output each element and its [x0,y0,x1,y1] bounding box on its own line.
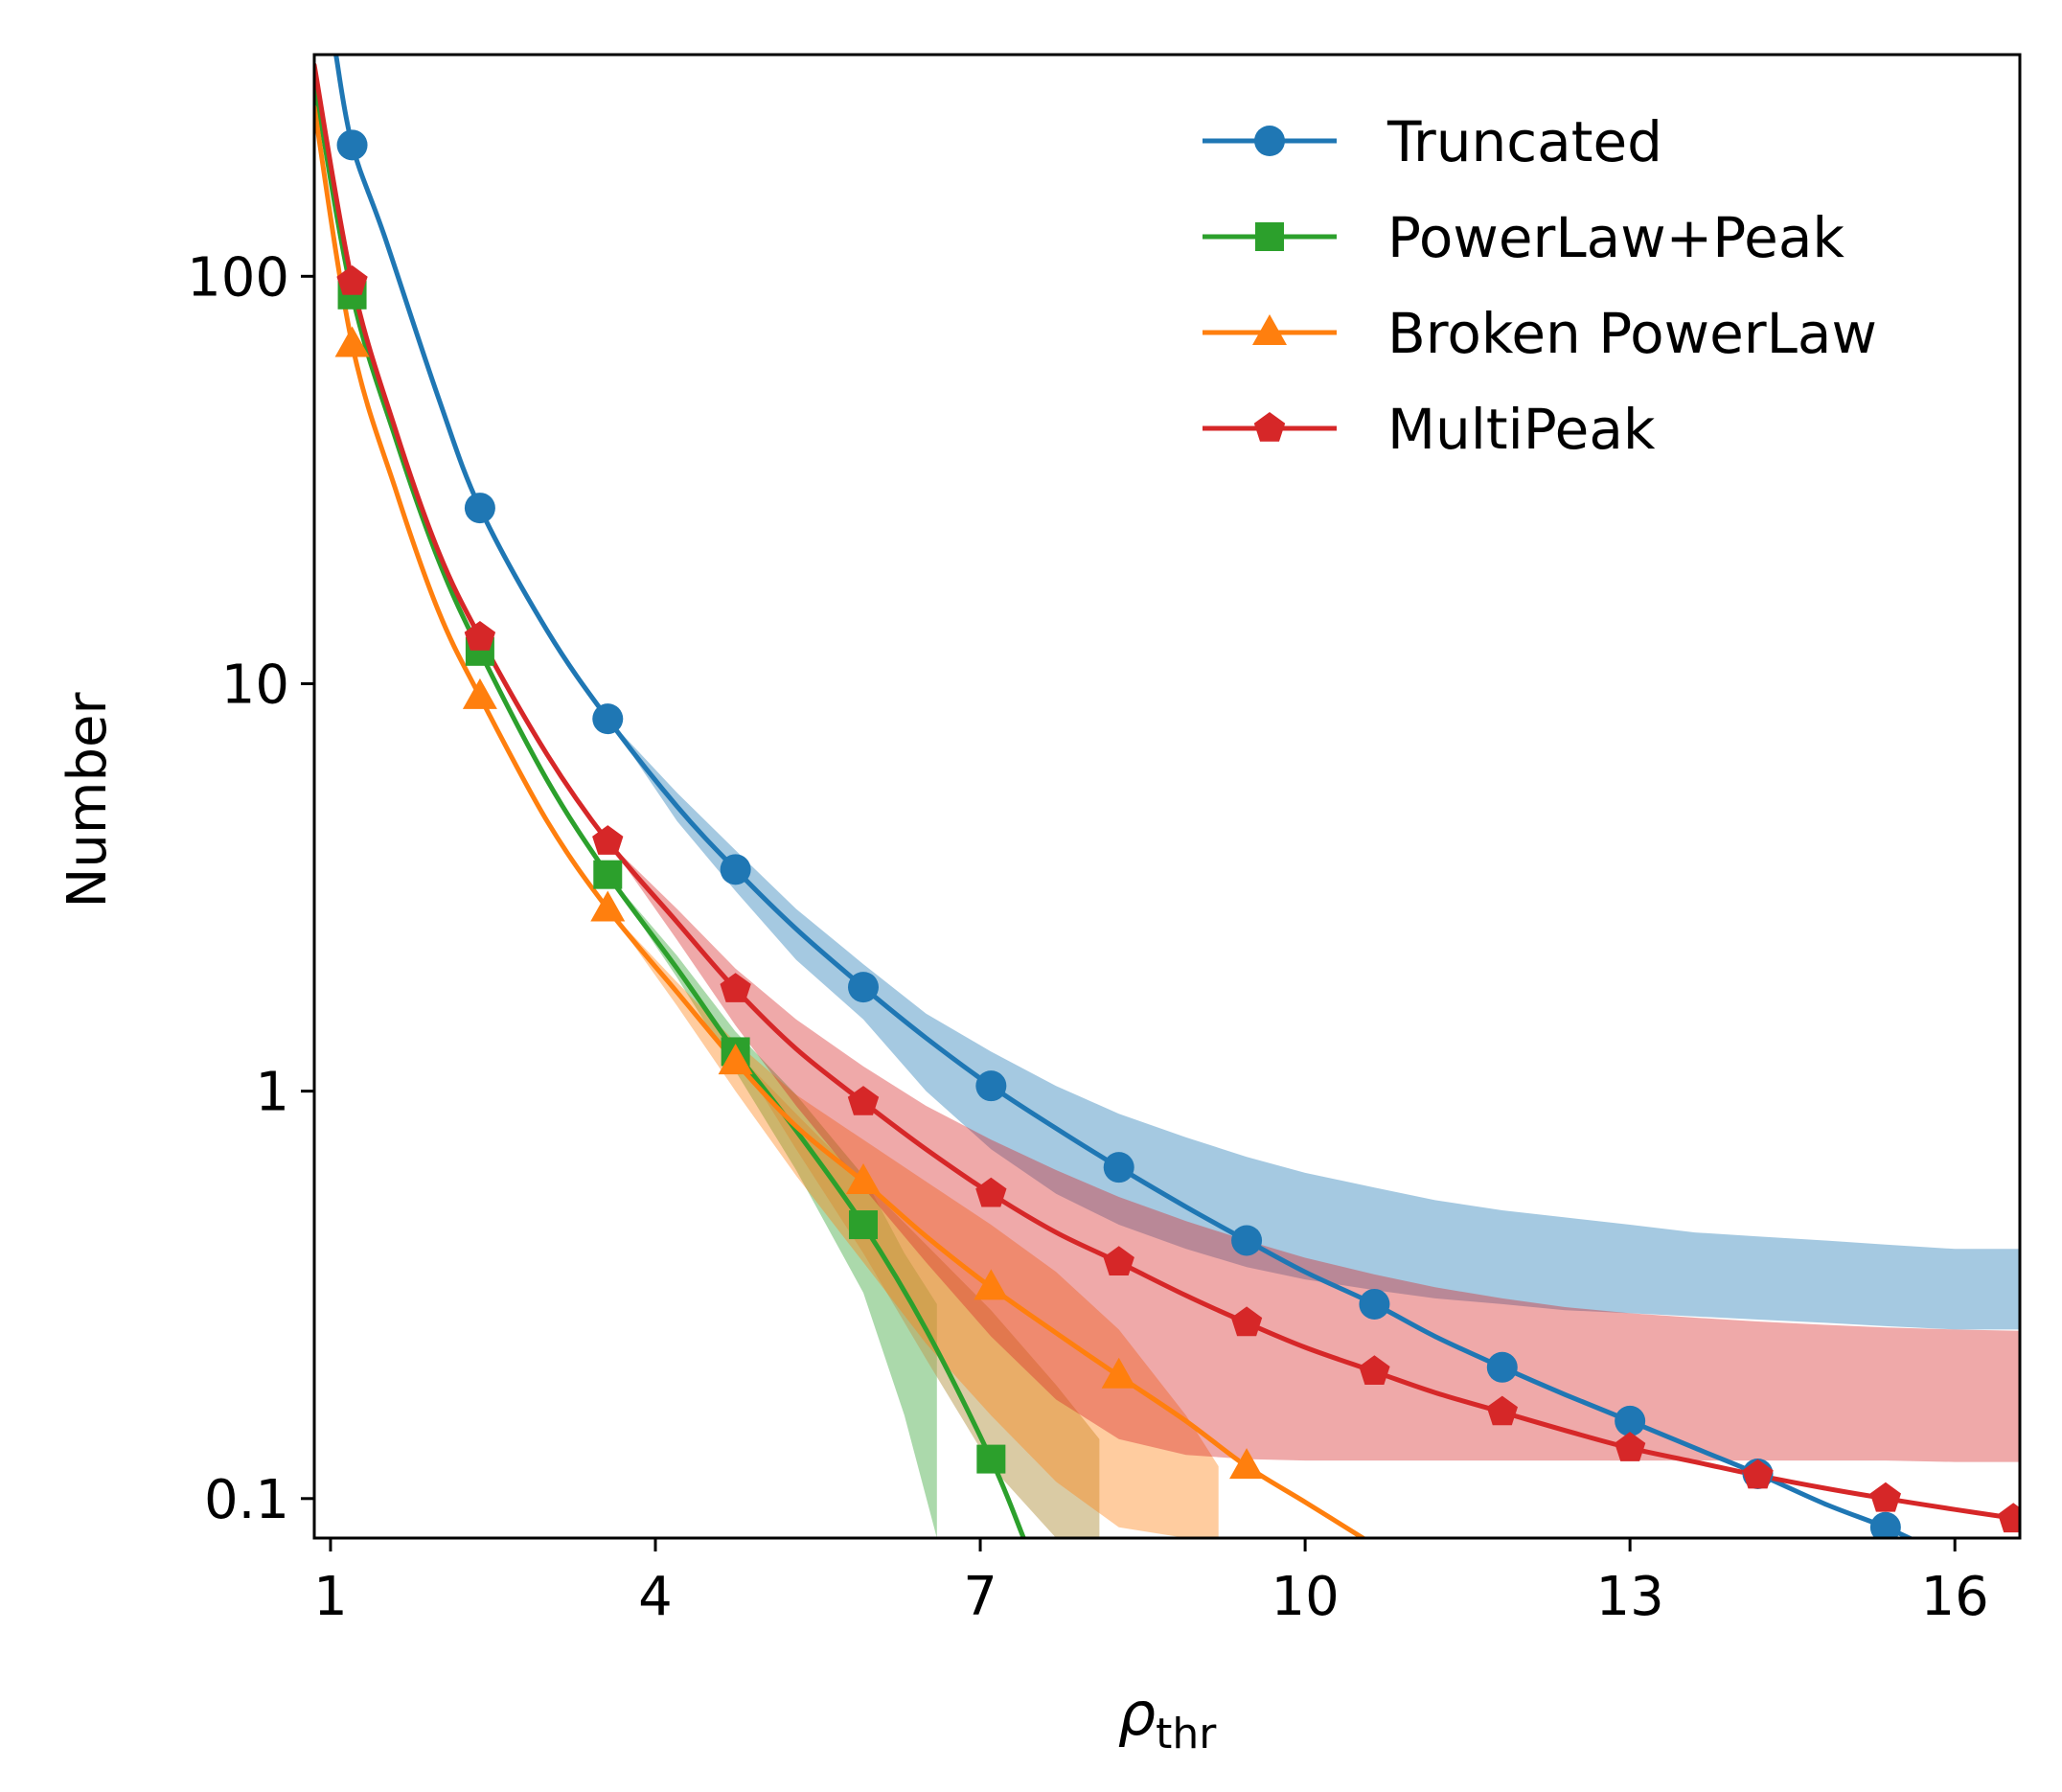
truncated-point [1486,1351,1518,1383]
multipeak-point [1615,1432,1646,1461]
multipeak-line [314,62,2020,1522]
legend-label: Truncated [1386,109,1662,174]
broken-powerlaw-point [334,326,370,357]
x-tick-label: 16 [1921,1566,1989,1628]
multipeak-point [975,1177,1007,1207]
broken-powerlaw-point [845,1162,881,1194]
plot-frame [312,53,2022,1540]
x-tick-label: 13 [1596,1566,1664,1628]
truncated-band [607,719,2020,1330]
multipeak-point [336,264,368,295]
broken-powerlaw-point [590,890,626,922]
y-tick-label: 1 [255,1062,289,1124]
legend-marker [1252,314,1287,345]
legend: Truncated PowerLaw+Peak Broken PowerLaw Mul… [1203,109,1877,462]
multipeak-point [720,973,751,1002]
multipeak-point [592,825,624,855]
broken-powerlaw-point [1101,1357,1136,1389]
legend-label: MultiPeak [1387,397,1656,462]
multipeak-point [1869,1482,1901,1512]
powerlaw-peak-point [593,860,623,889]
x-tick-label: 10 [1271,1566,1339,1628]
truncated-point [1869,1511,1901,1538]
truncated-point [1359,1288,1390,1320]
legend-label: Broken PowerLaw [1387,301,1877,366]
y-tick-label: 10 [221,654,289,716]
legend-item-broken-powerlaw: Broken PowerLaw [1203,301,1877,366]
truncated-point [1231,1225,1263,1256]
legend-item-multipeak: MultiPeak [1203,397,1656,462]
multipeak-band [607,841,2020,1462]
broken-powerlaw-point [718,1044,753,1075]
y-axis: 0.1 1 10 100 [187,246,314,1531]
broken-powerlaw-point [974,1269,1009,1300]
broken-powerlaw-point [462,678,497,709]
multipeak-point [1103,1246,1134,1275]
multipeak-point [1742,1459,1774,1489]
powerlaw-peak-line [314,80,1026,1538]
truncated-point [975,1070,1007,1102]
x-axis-title: ρthr [1118,1679,1217,1758]
multipeak-point [847,1086,880,1115]
powerlaw-peak-point [848,1210,878,1240]
y-axis-title: Number [57,692,119,908]
legend-item-truncated: Truncated [1203,109,1662,174]
truncated-point [336,129,368,161]
x-tick-label: 1 [313,1566,348,1628]
x-tick-label: 4 [638,1566,673,1628]
legend-label: PowerLaw+Peak [1387,205,1844,270]
multipeak-point [1486,1395,1518,1426]
series-markers [334,129,2020,1538]
truncated-point [592,703,624,735]
truncated-point [847,972,879,1003]
multipeak-point [1359,1355,1390,1385]
broken-powerlaw-point [1229,1448,1265,1480]
legend-marker [1255,222,1284,251]
truncated-point [720,854,751,885]
truncated-point [1615,1405,1646,1436]
legend-marker [1254,126,1285,156]
y-tick-label: 100 [187,246,289,309]
x-tick-label: 7 [963,1566,997,1628]
x-axis: 1 4 7 10 13 16 [313,1538,1989,1628]
legend-marker [1253,412,1286,442]
multipeak-point [464,621,496,651]
multipeak-point [1230,1306,1263,1337]
truncated-point [1103,1152,1134,1183]
multipeak-point [1998,1503,2020,1533]
truncated-point [464,493,495,524]
legend-item-powerlaw-peak: PowerLaw+Peak [1203,205,1844,270]
powerlaw-peak-point [976,1444,1006,1474]
y-tick-label: 0.1 [204,1469,289,1531]
